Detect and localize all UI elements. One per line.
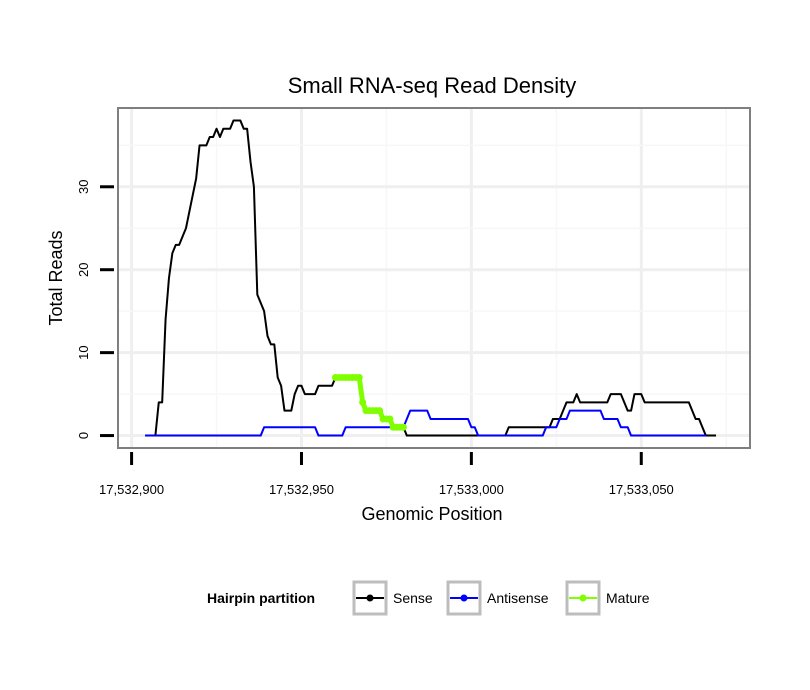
x-axis-label: Genomic Position — [361, 504, 502, 524]
legend-entry-sense: Sense — [352, 580, 433, 616]
legend-title: Hairpin partition — [207, 590, 315, 606]
y-axis: 0 10 20 30 — [76, 180, 114, 439]
chart-title: Small RNA-seq Read Density — [288, 73, 577, 98]
y-tick-label: 10 — [76, 345, 91, 359]
x-tick-label: 17,533,000 — [439, 482, 504, 497]
series-point-mature — [386, 415, 394, 423]
x-tick-label: 17,533,050 — [609, 482, 674, 497]
series-line-antisense — [145, 409, 706, 437]
x-tick-label: 17,532,950 — [269, 482, 334, 497]
legend-dot-antisense — [460, 594, 468, 602]
x-tick-label: 17,532,900 — [99, 482, 164, 497]
legend: Hairpin partition Sense Antisense Mature — [207, 580, 650, 616]
series-point-mature — [355, 374, 363, 382]
y-tick-label: 20 — [76, 262, 91, 276]
legend-entry-antisense: Antisense — [446, 580, 549, 616]
legend-dot-sense — [366, 594, 374, 602]
y-tick-label: 0 — [76, 432, 91, 439]
series-point-mature — [376, 407, 384, 415]
series-point-mature — [359, 398, 367, 406]
y-tick-label: 30 — [76, 180, 91, 194]
legend-dot-mature — [579, 594, 587, 602]
series-layer — [145, 119, 717, 437]
y-axis-label: Total Reads — [46, 230, 66, 325]
series-line-sense — [145, 119, 717, 437]
legend-label-antisense: Antisense — [487, 590, 549, 606]
legend-label-mature: Mature — [606, 590, 650, 606]
legend-label-sense: Sense — [393, 590, 433, 606]
x-axis: 17,532,900 17,532,950 17,533,000 17,533,050 — [99, 452, 674, 497]
plot-panel — [117, 107, 751, 449]
legend-entry-mature: Mature — [565, 580, 650, 616]
series-point-mature — [399, 423, 407, 431]
